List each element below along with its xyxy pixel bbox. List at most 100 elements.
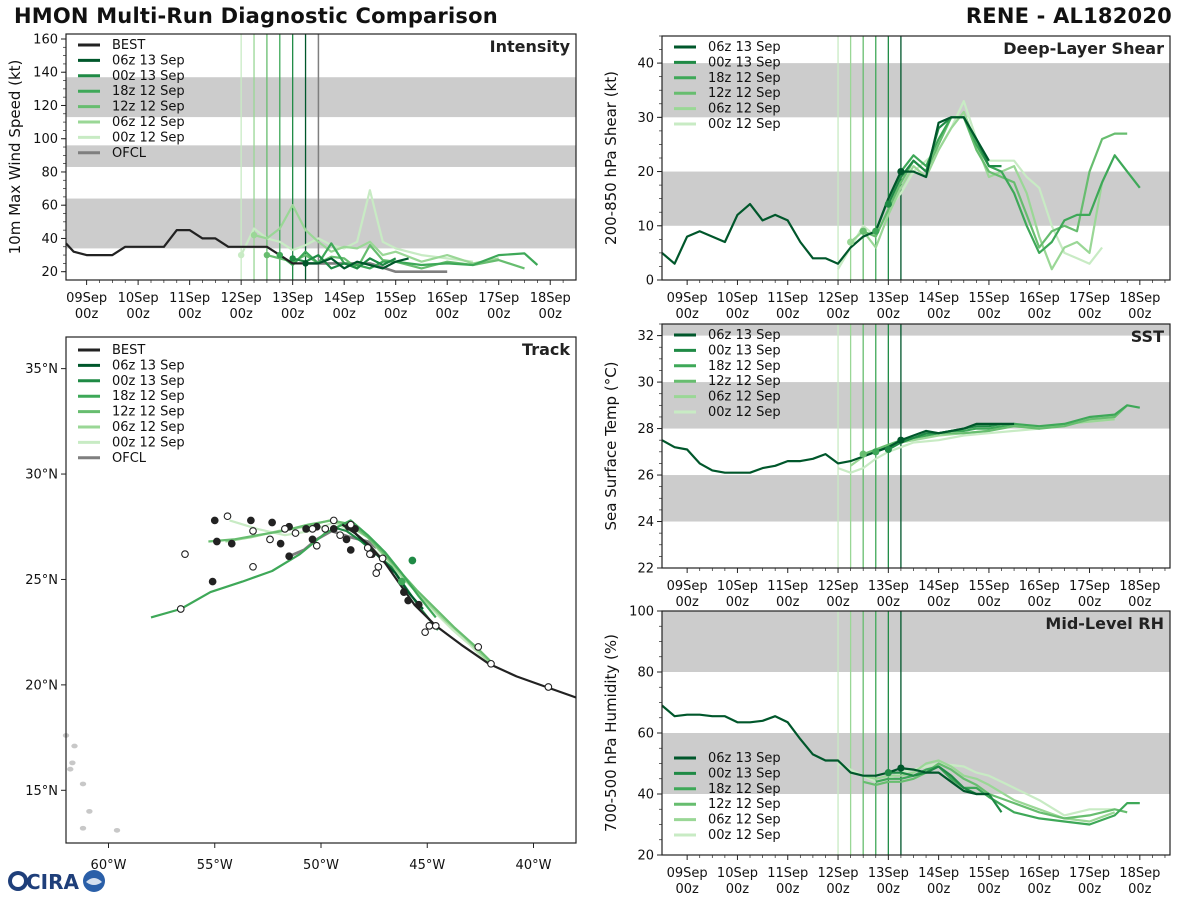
x-tick-label: 00z <box>726 595 750 610</box>
legend-label: OFCL <box>112 146 147 161</box>
x-tick-label: 16Sep <box>1019 291 1060 306</box>
legend-label: 06z 12 Sep <box>112 420 185 435</box>
x-tick-label: 18Sep <box>1119 291 1160 306</box>
x-tick-label: 00z <box>384 307 408 322</box>
x-tick-label: 00z <box>1078 307 1102 322</box>
series-line <box>240 189 474 263</box>
x-tick-label: 00z <box>826 307 850 322</box>
x-tick-label: 45°W <box>409 858 445 873</box>
x-tick-label: 14Sep <box>918 866 959 881</box>
x-tick-label: 00z <box>1028 882 1052 897</box>
y-tick-label: 20°N <box>25 678 58 693</box>
track-point <box>266 535 274 544</box>
shaded-band <box>662 63 1170 118</box>
track-line <box>341 523 577 699</box>
y-tick-label: 35°N <box>25 362 58 377</box>
legend-label: 18z 12 Sep <box>708 71 781 86</box>
x-tick-label: 00z <box>927 882 951 897</box>
y-tick-label: 26 <box>637 469 654 484</box>
x-tick-label: 00z <box>877 882 901 897</box>
run-start-marker <box>276 251 283 259</box>
x-tick-label: 00z <box>126 307 150 322</box>
x-tick-label: 14Sep <box>918 291 959 306</box>
y-axis-label: Sea Surface Temp (°C) <box>602 361 620 530</box>
track-point <box>291 529 300 537</box>
series-line <box>292 254 397 270</box>
legend-label: BEST <box>112 343 145 358</box>
track-point <box>210 516 219 525</box>
y-tick-label: 40 <box>637 57 654 72</box>
x-tick-label: 18Sep <box>1119 866 1160 881</box>
y-tick-label: 30°N <box>25 468 58 483</box>
track-point <box>421 628 429 637</box>
run-start-marker <box>237 251 245 259</box>
x-tick-label: 16Sep <box>1019 579 1060 594</box>
legend-label: 00z 12 Sep <box>112 435 185 450</box>
track-point <box>227 539 236 548</box>
y-tick-label: 25°N <box>25 573 58 588</box>
track-point <box>329 516 338 525</box>
track-point <box>312 541 321 550</box>
track-point <box>346 546 355 554</box>
init-marker <box>897 167 905 176</box>
x-tick-label: 60°W <box>91 858 127 873</box>
track-point <box>397 577 406 586</box>
y-tick-label: 24 <box>637 515 654 530</box>
x-tick-label: 13Sep <box>868 291 909 306</box>
x-tick-label: 18Sep <box>1119 579 1160 594</box>
panel-title: Track <box>522 340 570 359</box>
x-tick-label: 00z <box>436 307 460 322</box>
track-point <box>276 539 285 548</box>
x-tick-label: 16Sep <box>1019 866 1060 881</box>
track-point <box>346 520 355 529</box>
track-point <box>414 600 423 609</box>
track-point <box>281 525 289 533</box>
island <box>71 743 78 749</box>
x-tick-label: 14Sep <box>918 579 959 594</box>
x-tick-label: 00z <box>927 595 951 610</box>
track-point <box>321 525 330 533</box>
legend-label: OFCL <box>112 451 147 466</box>
track-point <box>249 527 257 535</box>
track-point <box>400 588 408 596</box>
y-tick-label: 32 <box>637 329 654 344</box>
y-tick-label: 20 <box>637 165 654 180</box>
x-tick-label: 00z <box>1128 595 1152 610</box>
x-tick-label: 00z <box>776 882 800 897</box>
x-tick-label: 00z <box>332 307 356 322</box>
y-tick-label: 100 <box>33 132 58 147</box>
track-point <box>213 537 221 546</box>
legend-label: 18z 12 Sep <box>112 84 185 99</box>
x-tick-label: 09Sep <box>66 291 107 306</box>
y-tick-label: 15°N <box>25 784 58 799</box>
x-tick-label: 00z <box>539 307 563 322</box>
x-tick-label: 00z <box>229 307 253 322</box>
x-tick-label: 17Sep <box>478 291 519 306</box>
legend-label: 00z 12 Sep <box>708 405 781 420</box>
x-tick-label: 13Sep <box>868 866 909 881</box>
series-line <box>837 762 1115 817</box>
panel-title: Deep-Layer Shear <box>1003 39 1164 58</box>
x-tick-label: 00z <box>1128 307 1152 322</box>
panel-track: 60°W 55°W 50°W 45°W 40°W 15°N 20°N 25°N 30°N 35°N… <box>25 336 577 873</box>
x-tick-label: 10Sep <box>118 291 159 306</box>
track-point <box>308 535 317 544</box>
y-tick-label: 80 <box>41 165 58 180</box>
y-tick-label: 0 <box>646 274 654 289</box>
x-tick-label: 17Sep <box>1069 579 1110 594</box>
x-tick-label: 00z <box>675 882 699 897</box>
run-start-marker <box>263 251 271 259</box>
track-point <box>336 531 344 540</box>
x-tick-label: 00z <box>75 307 99 322</box>
track-point <box>247 516 255 525</box>
y-axis-label: 200-850 hPa Shear (kt) <box>602 71 620 245</box>
init-marker <box>859 450 867 458</box>
legend-label: 18z 12 Sep <box>708 359 781 374</box>
x-tick-label: 10Sep <box>717 579 758 594</box>
x-tick-label: 00z <box>675 595 699 610</box>
track-point <box>176 605 185 613</box>
island <box>69 760 76 766</box>
y-tick-label: 160 <box>33 32 58 47</box>
shaded-band <box>662 733 1170 794</box>
